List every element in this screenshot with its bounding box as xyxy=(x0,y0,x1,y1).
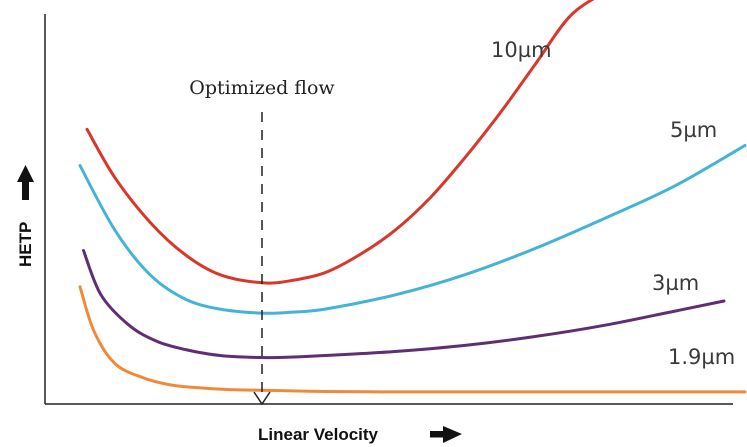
series-label-1-9um: 1.9µm xyxy=(668,345,735,369)
series-line-10-m xyxy=(85,0,595,285)
series-line-3-m xyxy=(82,249,726,360)
right-arrow-icon xyxy=(430,426,462,443)
series-label-10um: 10µm xyxy=(491,38,552,62)
series-group xyxy=(78,0,747,394)
optimized-flow-label: Optimized flow xyxy=(189,77,335,99)
x-axis-title: Linear Velocity xyxy=(258,425,379,444)
series-label-5um: 5µm xyxy=(670,118,717,142)
y-axis-title: HETP xyxy=(16,222,35,267)
series-line-1-9-m xyxy=(78,285,747,394)
up-arrow-icon xyxy=(17,165,34,200)
series-line-5-m xyxy=(78,143,747,315)
series-label-3um: 3µm xyxy=(652,271,699,295)
series-labels: 10µm 5µm 3µm 1.9µm xyxy=(491,38,735,369)
optimized-flow-arrowhead xyxy=(253,391,271,406)
